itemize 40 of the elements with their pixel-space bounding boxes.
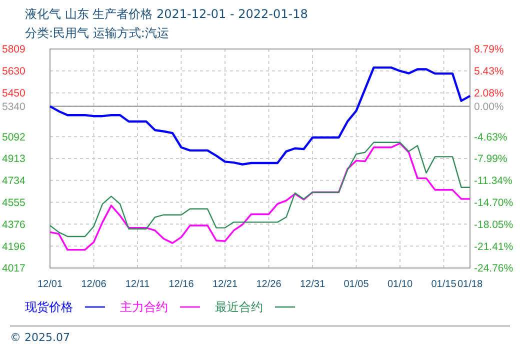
x-tick-label: 12/21 xyxy=(212,279,238,290)
y-tick-label: 5630 xyxy=(2,66,26,78)
x-tick-label: 12/06 xyxy=(81,279,107,290)
legend-label: 最近合约 xyxy=(215,300,263,314)
text: © 2025.07 xyxy=(10,331,70,344)
y-tick-label: 4734 xyxy=(2,175,26,188)
y2-tick-label: -18.05% xyxy=(474,218,514,231)
y2-tick-label: 5.43% xyxy=(474,66,504,78)
y2-tick-label: 2.08% xyxy=(474,87,504,100)
y-tick-label: 5092 xyxy=(2,131,26,144)
y2-tick-label: -21.41% xyxy=(474,240,514,253)
y2-tick-label: 0.00% xyxy=(474,101,504,114)
x-tick-label: 01/18 xyxy=(457,279,483,290)
y-tick-label: 4376 xyxy=(2,218,26,231)
x-tick-label: 12/01 xyxy=(37,279,63,290)
y2-tick-label: -7.99% xyxy=(474,153,508,166)
x-tick-label: 12/31 xyxy=(300,279,326,290)
chart-subtitle: 分类:民用气 运输方式:汽运 xyxy=(25,26,169,40)
x-tick-label: 12/16 xyxy=(168,279,194,290)
y-tick-label: 4196 xyxy=(2,240,26,253)
y-tick-label: 5809 xyxy=(2,44,26,56)
y2-tick-label: -11.34% xyxy=(474,175,512,188)
y2-tick-label: -4.63% xyxy=(474,131,508,144)
x-tick-label: 01/15 xyxy=(431,279,457,290)
x-tick-label: 12/26 xyxy=(256,279,282,290)
y-tick-label: 4555 xyxy=(2,196,26,209)
legend-label: 现货价格 xyxy=(25,300,73,314)
legend-label: 主力合约 xyxy=(120,300,168,314)
y-tick-label: 4913 xyxy=(2,153,26,166)
x-tick-label: 01/05 xyxy=(344,279,370,290)
line-series xyxy=(48,66,472,166)
y2-tick-label: -14.70% xyxy=(474,197,514,210)
x-tick-label: 12/11 xyxy=(125,279,150,290)
y-tick-label: 4017 xyxy=(2,262,26,275)
chart-title: 液化气 山东 生产者价格 2021-12-01 - 2022-01-18 xyxy=(25,7,308,21)
y-tick-label: 5340 xyxy=(2,100,26,113)
y2-tick-label: 8.79% xyxy=(474,44,504,56)
x-tick-label: 01/10 xyxy=(387,279,413,290)
y2-tick-label: -24.76% xyxy=(474,262,514,275)
y-tick-label: 5450 xyxy=(2,88,26,100)
